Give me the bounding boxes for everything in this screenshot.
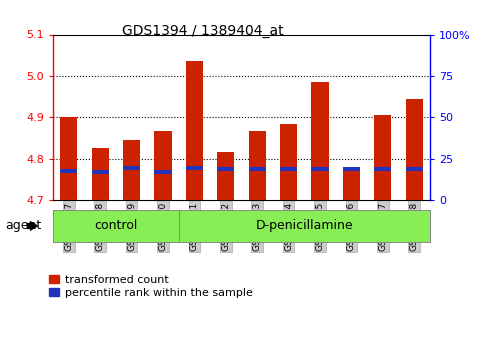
Bar (312, 82, 328, 200)
Bar (374, 115, 391, 200)
Bar (280, 167, 297, 171)
Bar (123, 166, 140, 170)
Bar (343, 169, 360, 200)
Bar (60, 117, 77, 200)
Bar (374, 167, 391, 171)
Text: control: control (94, 219, 138, 233)
Bar (155, 170, 171, 175)
Bar (186, 166, 203, 170)
Legend: transformed count, percentile rank within the sample: transformed count, percentile rank withi… (49, 275, 253, 298)
Bar (123, 140, 140, 200)
Text: D-penicillamine: D-penicillamine (256, 219, 353, 233)
Bar (217, 152, 234, 200)
Bar (155, 130, 171, 200)
Bar (312, 167, 328, 171)
Bar (217, 167, 234, 171)
Bar (406, 167, 423, 171)
FancyBboxPatch shape (53, 210, 179, 241)
Bar (92, 170, 109, 175)
Text: GDS1394 / 1389404_at: GDS1394 / 1389404_at (122, 24, 284, 38)
Bar (186, 61, 203, 200)
Text: agent: agent (5, 219, 41, 233)
Bar (249, 130, 266, 200)
FancyBboxPatch shape (179, 210, 430, 241)
Bar (280, 124, 297, 200)
Bar (249, 167, 266, 171)
Bar (92, 148, 109, 200)
Bar (406, 99, 423, 200)
Bar (343, 167, 360, 171)
Bar (60, 169, 77, 173)
